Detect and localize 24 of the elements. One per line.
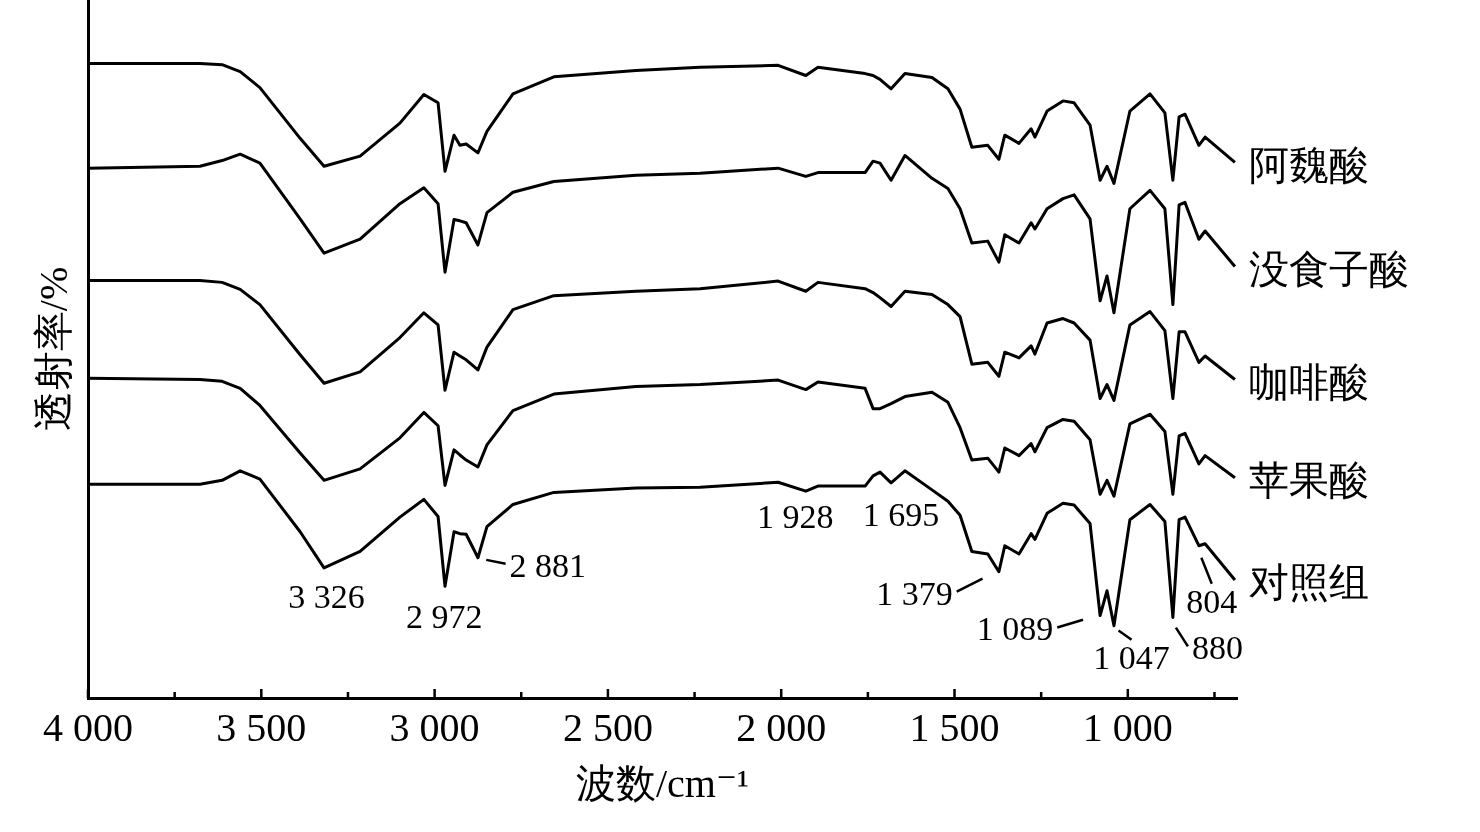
annotation: 3 326 (288, 577, 365, 615)
annotation: 2 881 (509, 546, 587, 584)
annotation: 1 695 (862, 496, 940, 533)
x-tick-label: 2 000 (736, 704, 827, 750)
x-axis-title: 波数/cm⁻¹ (575, 760, 750, 806)
series-label: 苹果酸 (1249, 458, 1369, 504)
annotation: 2 972 (406, 598, 483, 636)
x-tick-label: 1 000 (1082, 704, 1173, 750)
annotation: 1 089 (976, 610, 1054, 648)
x-tick-label: 1 500 (909, 704, 1000, 750)
x-tick-label: 4 000 (43, 704, 133, 750)
annotation: 880 (1191, 629, 1243, 667)
annotation: 1 379 (876, 574, 953, 612)
annotation: 804 (1186, 582, 1238, 620)
annotation: 1 928 (756, 498, 834, 536)
annotation: 1 047 (1093, 638, 1170, 676)
series-label: 没食子酸 (1249, 247, 1409, 293)
series-label: 阿魏酸 (1249, 142, 1369, 188)
x-tick-label: 3 000 (389, 704, 480, 750)
x-tick-label: 3 500 (216, 704, 307, 750)
series-label: 咖啡酸 (1249, 359, 1369, 405)
legend-label: 对照组 (1249, 560, 1369, 606)
x-tick-label: 2 500 (562, 704, 653, 750)
y-axis-title: 透射率/% (30, 266, 76, 432)
